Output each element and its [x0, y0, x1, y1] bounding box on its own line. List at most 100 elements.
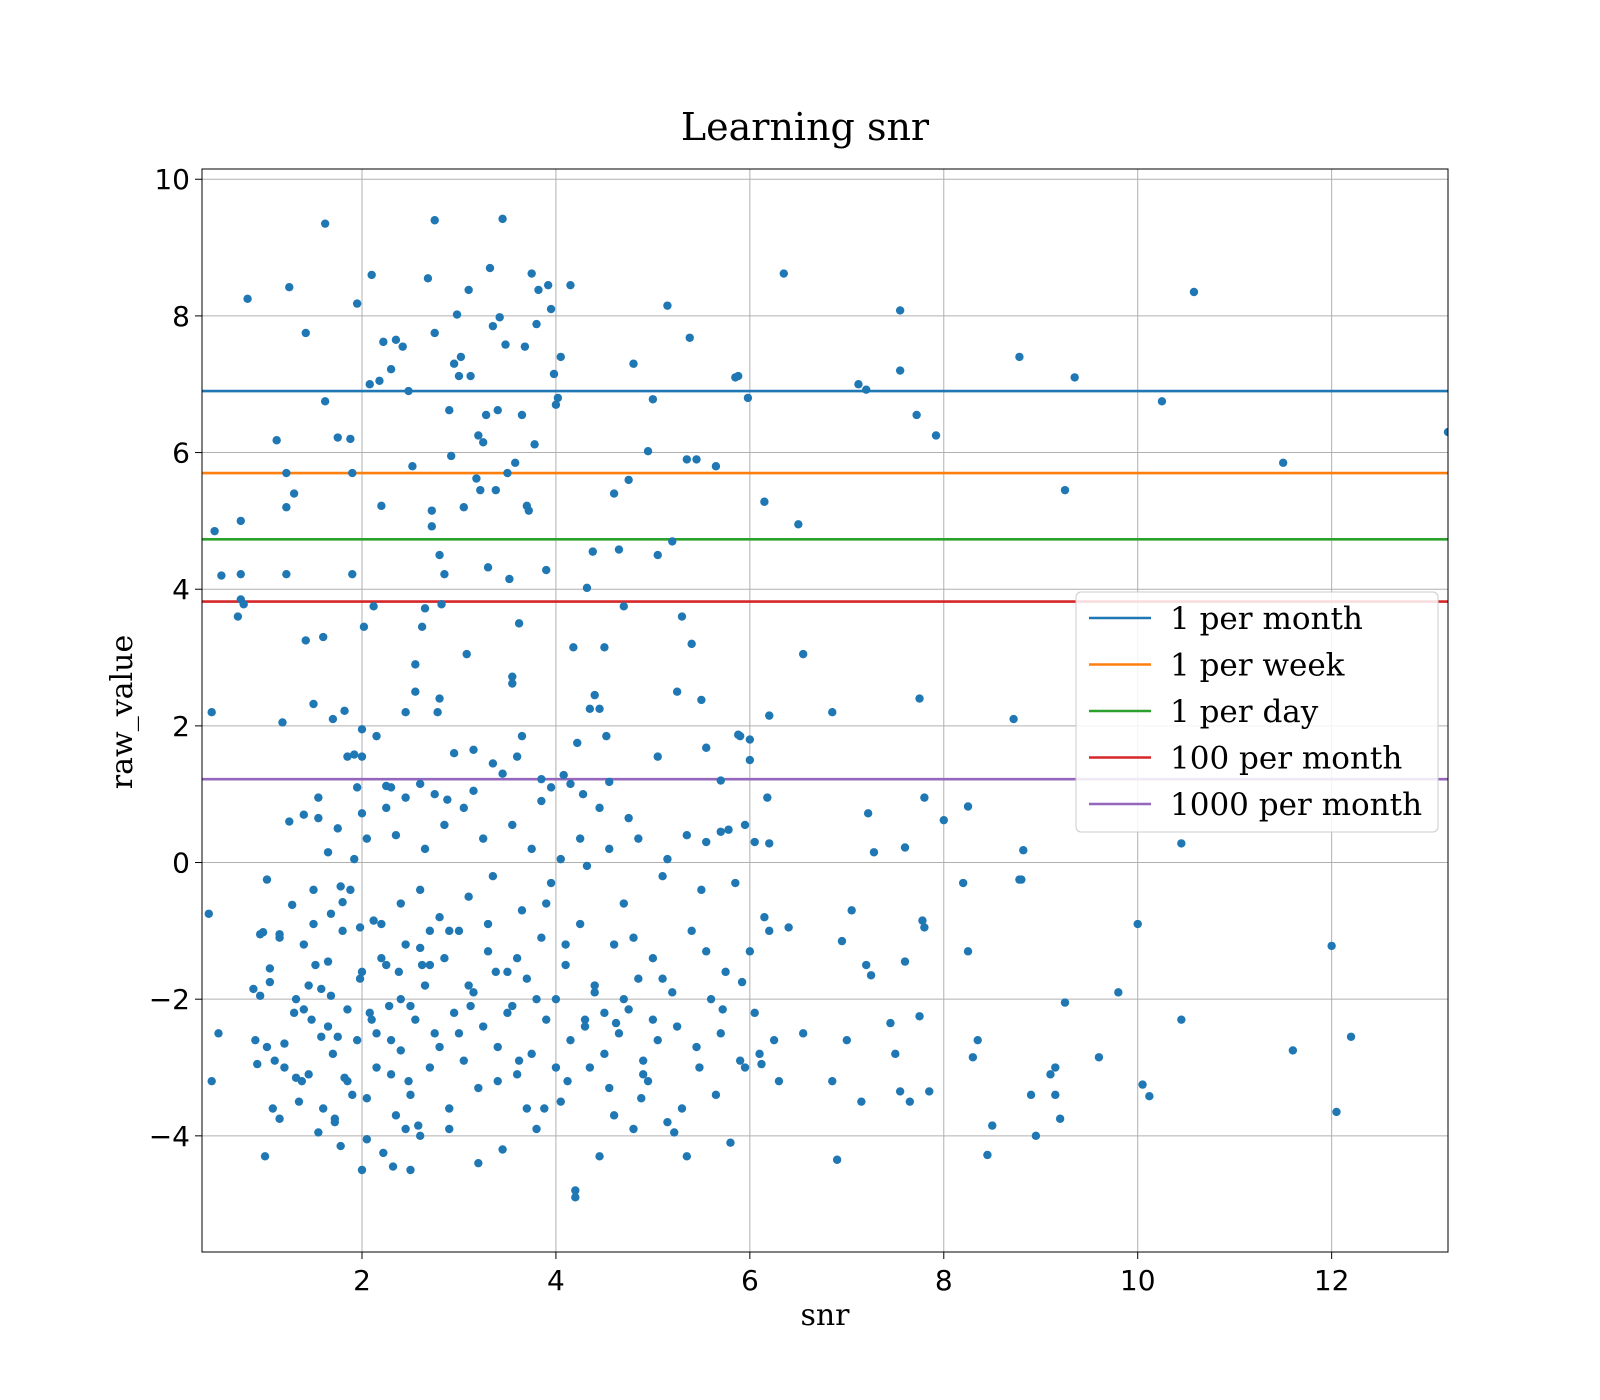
scatter-point — [549, 369, 559, 379]
scatter-point — [687, 639, 696, 649]
scatter-point — [285, 283, 294, 292]
scatter-point — [350, 750, 359, 759]
y-tick-label: −4 — [149, 1120, 190, 1153]
scatter-point — [485, 263, 495, 273]
scatter-point — [973, 1035, 982, 1045]
scatter-point — [287, 900, 297, 910]
scatter-point — [580, 1022, 590, 1031]
scatter-point — [359, 622, 369, 631]
scatter-point — [677, 1104, 687, 1113]
scatter-point — [466, 371, 475, 381]
scatter-point — [452, 310, 462, 319]
scatter-point — [440, 820, 449, 830]
scatter-point — [435, 1042, 444, 1052]
scatter-point — [653, 752, 662, 761]
scatter-point — [459, 803, 469, 813]
scatter-point — [862, 385, 871, 394]
legend-entry-label: 1 per day — [1170, 694, 1319, 730]
scatter-point — [372, 1063, 381, 1072]
scatter-point — [233, 612, 243, 621]
scatter-point — [469, 988, 478, 997]
scatter-point — [540, 1104, 549, 1113]
scatter-point — [417, 622, 427, 631]
scatter-point — [375, 376, 384, 386]
scatter-point — [282, 503, 291, 512]
scatter-point — [498, 214, 507, 224]
scatter-point — [491, 967, 501, 977]
scatter-point — [609, 940, 619, 949]
scatter-point — [682, 830, 692, 840]
scatter-point — [512, 1070, 522, 1079]
scatter-point — [798, 1029, 808, 1038]
scatter-point — [1189, 287, 1199, 297]
scatter-point — [629, 1124, 638, 1134]
scatter-point — [350, 854, 359, 864]
scatter-point — [517, 906, 527, 915]
scatter-point — [863, 809, 873, 818]
scatter-point — [760, 912, 769, 922]
scatter-point — [886, 1018, 895, 1028]
scatter-point — [716, 1029, 725, 1038]
scatter-point — [251, 1035, 260, 1045]
scatter-point — [278, 718, 287, 727]
scatter-point — [508, 820, 517, 830]
scatter-point — [1145, 1092, 1154, 1101]
scatter-point — [348, 569, 357, 579]
scatter-point — [320, 219, 330, 228]
scatter-point — [1332, 1107, 1341, 1117]
scatter-point — [706, 994, 716, 1004]
scatter-point — [527, 1049, 536, 1059]
scatter-point — [1046, 1070, 1055, 1079]
scatter-point — [503, 468, 512, 478]
scatter-point — [328, 714, 338, 724]
scatter-point — [551, 400, 561, 409]
scatter-point — [920, 793, 929, 802]
scatter-point — [396, 899, 405, 908]
scatter-point — [478, 438, 488, 447]
scatter-point — [745, 947, 755, 956]
scatter-point — [396, 994, 405, 1004]
scatter-point — [386, 783, 396, 792]
scatter-point — [258, 928, 268, 937]
scatter-point — [653, 1035, 662, 1045]
scatter-point — [282, 468, 291, 478]
scatter-point — [379, 337, 388, 347]
scatter-point — [915, 1012, 924, 1021]
scatter-point — [559, 770, 568, 780]
y-tick-label: −2 — [149, 983, 190, 1016]
scatter-point — [352, 299, 362, 308]
scatter-point — [1138, 1080, 1147, 1089]
scatter-point — [721, 967, 730, 977]
scatter-point — [214, 1029, 223, 1038]
scatter-point — [435, 912, 444, 922]
scatter-point — [236, 569, 245, 579]
scatter-point — [253, 1059, 262, 1069]
scatter-point — [553, 393, 563, 403]
scatter-point — [595, 704, 604, 713]
scatter-point — [573, 738, 582, 748]
scatter-point — [404, 1076, 413, 1086]
scatter-point — [514, 1056, 524, 1065]
scatter-point — [488, 759, 498, 768]
scatter-point — [648, 953, 658, 963]
scatter-point — [546, 878, 556, 888]
scatter-point — [582, 583, 592, 593]
scatter-point — [1009, 714, 1018, 724]
scatter-point — [285, 817, 294, 826]
x-tick-label: 10 — [1120, 1264, 1156, 1297]
scatter-point — [968, 1053, 978, 1062]
scatter-point — [483, 563, 493, 572]
legend: 1 per month 1 per week 1 per day 100 per mo… — [1075, 591, 1439, 833]
scatter-point — [425, 1063, 435, 1072]
scatter-point — [445, 405, 454, 415]
scatter-point — [320, 397, 330, 406]
scatter-point — [309, 919, 318, 929]
scatter-point — [737, 977, 747, 987]
scatter-point — [357, 752, 367, 761]
scatter-point — [697, 695, 706, 705]
scatter-point — [847, 906, 856, 915]
scatter-point — [352, 1035, 362, 1045]
legend-entry-label: 1000 per month — [1170, 787, 1422, 823]
scatter-point — [958, 878, 968, 888]
legend-entry-label: 1 per week — [1170, 648, 1345, 684]
